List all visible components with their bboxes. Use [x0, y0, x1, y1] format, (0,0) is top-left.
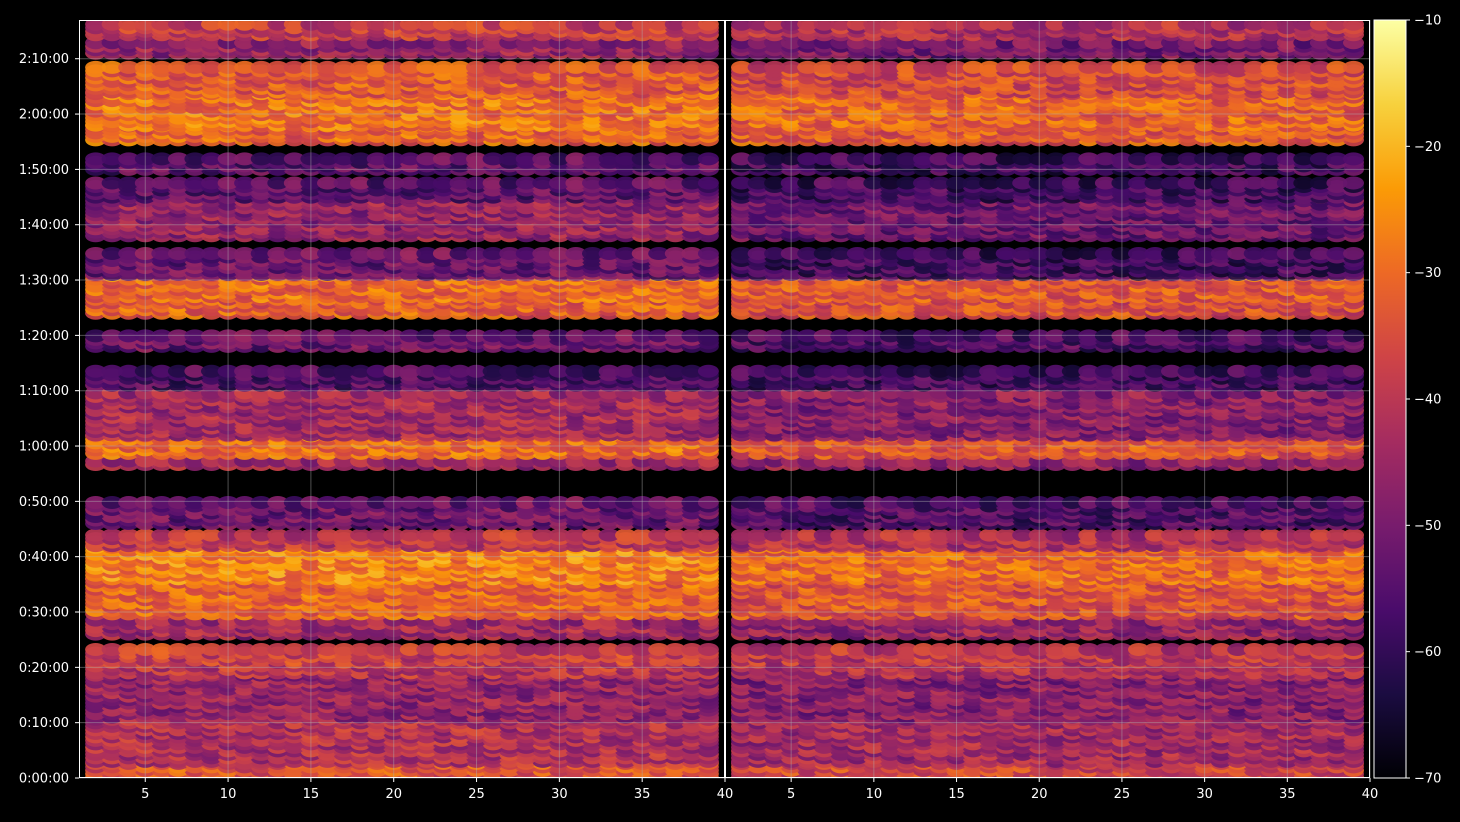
heatmap-cell	[697, 528, 719, 542]
heatmap-cell	[697, 247, 719, 260]
heatmap-cell	[697, 643, 719, 656]
heatmap-cell	[697, 496, 719, 509]
panel-1-marks	[85, 20, 719, 778]
heatmap-cell	[697, 364, 719, 378]
heatmap-marks	[85, 20, 1364, 778]
heatmap-cell	[697, 329, 719, 343]
